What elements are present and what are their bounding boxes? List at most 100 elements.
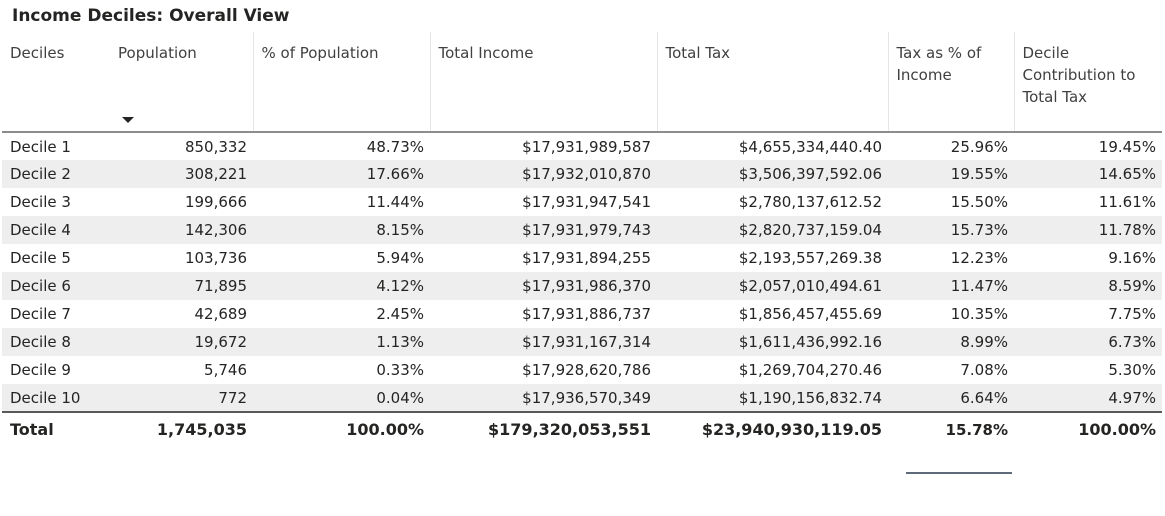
cell-underline [906, 472, 1012, 474]
cell-population: 308,221 [110, 160, 253, 188]
cell-decile-contribution: 14.65% [1014, 160, 1162, 188]
table-row[interactable]: Decile 10 772 0.04% $17,936,570,349 $1,190,1… [2, 384, 1162, 412]
table-row[interactable]: Decile 6 71,895 4.12% $17,931,986,370 $2,057… [2, 272, 1162, 300]
table-row[interactable]: Decile 9 5,746 0.33% $17,928,620,786 $1,269,… [2, 356, 1162, 384]
cell-tax-percent-income: 6.64% [888, 384, 1014, 412]
cell-total-tax: $2,820,737,159.04 [657, 216, 888, 244]
cell-decile: Decile 6 [2, 272, 110, 300]
column-header-label: Decile Contribution to Total Tax [1022, 44, 1136, 106]
column-header-label: Total Income [438, 44, 534, 62]
cell-total-tax: $1,856,457,455.69 [738, 305, 882, 323]
cell-total-tax: $1,269,704,270.46 [738, 361, 882, 379]
cell-tax-percent-income: 8.99% [888, 328, 1014, 356]
cell-total-income: $17,936,570,349 [430, 384, 657, 412]
table-row[interactable]: Decile 2 308,221 17.66% $17,932,010,870 $3,5… [2, 160, 1162, 188]
cell-percent-population: 48.73% [366, 137, 424, 156]
cell-population: 103,736 [184, 249, 247, 267]
cell-percent-population: 1.13% [253, 328, 430, 356]
column-header-label: Tax as % of Income [896, 44, 982, 84]
column-header-percent-population[interactable]: % of Population [252, 32, 430, 133]
column-header-total-tax[interactable]: Total Tax [656, 32, 888, 133]
cell-total-income: $17,931,979,743 [430, 216, 657, 244]
cell-tax-percent-income: 15.50% [950, 193, 1008, 211]
deciles-table: Deciles Population % of Population Total… [2, 32, 1162, 446]
cell-tax-percent-income: 19.55% [888, 160, 1014, 188]
cell-total-income: $17,931,886,737 [522, 305, 651, 323]
cell-tax-percent-income: 15.73% [888, 216, 1014, 244]
cell-decile-contribution: 8.59% [1014, 272, 1162, 300]
cell-decile: Decile 4 [2, 216, 110, 244]
table-row[interactable]: Decile 8 19,672 1.13% $17,931,167,314 $1,611… [2, 328, 1162, 356]
cell-population: 772 [110, 384, 253, 412]
cell-total-tax: $3,506,397,592.06 [657, 160, 888, 188]
column-header-tax-percent-income[interactable]: Tax as % of Income [887, 32, 1014, 133]
total-decile-contribution: 100.00% [1014, 411, 1162, 446]
cell-total-income: $17,931,947,541 [522, 193, 651, 211]
cell-total-income: $17,928,620,786 [522, 361, 651, 379]
column-header-label: % of Population [261, 44, 379, 62]
table-row[interactable]: Decile 5 103,736 5.94% $17,931,894,255 $2,19… [2, 244, 1162, 272]
cell-decile-contribution: 9.16% [1108, 249, 1156, 267]
cell-population: 42,689 [194, 305, 248, 323]
cell-decile: Decile 7 [10, 305, 71, 323]
cell-total-tax: $4,655,334,440.40 [738, 137, 882, 156]
cell-percent-population: 8.15% [253, 216, 430, 244]
cell-population: 5,746 [204, 361, 247, 379]
cell-decile-contribution: 19.45% [1098, 137, 1156, 156]
cell-decile-contribution: 6.73% [1014, 328, 1162, 356]
column-header-population[interactable]: Population [110, 32, 253, 133]
cell-decile: Decile 3 [10, 193, 71, 211]
cell-decile-contribution: 5.30% [1108, 361, 1156, 379]
table-row[interactable]: Decile 3 199,666 11.44% $17,931,947,541 $2,7… [2, 188, 1162, 216]
cell-tax-percent-income: 7.08% [960, 361, 1008, 379]
cell-decile-contribution: 4.97% [1014, 384, 1162, 412]
cell-percent-population: 2.45% [376, 305, 424, 323]
cell-decile: Decile 2 [2, 160, 110, 188]
visual-title: Income Deciles: Overall View [12, 6, 290, 26]
cell-tax-percent-income: 11.47% [888, 272, 1014, 300]
cell-population: 142,306 [110, 216, 253, 244]
cell-decile: Decile 1 [10, 137, 71, 156]
cell-total-income: $17,931,989,587 [522, 137, 651, 156]
total-percent-population: 100.00% [253, 411, 430, 446]
cell-total-income: $17,931,894,255 [522, 249, 651, 267]
total-income: $179,320,053,551 [430, 411, 657, 446]
cell-total-tax: $1,611,436,992.16 [657, 328, 888, 356]
cell-percent-population: 0.04% [253, 384, 430, 412]
table-row[interactable]: Decile 7 42,689 2.45% $17,931,886,737 $1,856… [2, 300, 1162, 328]
cell-decile-contribution: 7.75% [1108, 305, 1156, 323]
total-tax: $23,940,930,119.05 [657, 411, 888, 446]
cell-decile: Decile 10 [2, 384, 110, 412]
cell-tax-percent-income: 25.96% [950, 137, 1008, 156]
total-row: Total 1,745,035 100.00% $179,320,053,551… [2, 411, 1162, 446]
cell-percent-population: 0.33% [376, 361, 424, 379]
header-row: Deciles Population % of Population Total… [2, 32, 1162, 133]
column-header-decile-contribution[interactable]: Decile Contribution to Total Tax [1013, 32, 1162, 133]
column-header-label: Total Tax [665, 44, 731, 62]
cell-decile: Decile 9 [10, 361, 71, 379]
cell-percent-population: 5.94% [376, 249, 424, 267]
column-header-total-income[interactable]: Total Income [429, 32, 657, 133]
cell-tax-percent-income: 10.35% [950, 305, 1008, 323]
table-body: Decile 1 850,332 48.73% $17,931,989,587 $4,6… [2, 132, 1162, 412]
total-label: Total [2, 411, 110, 446]
sort-descending-icon[interactable] [122, 117, 134, 123]
column-header-label: Deciles [10, 44, 65, 62]
column-header-deciles[interactable]: Deciles [2, 32, 110, 133]
cell-total-income: $17,931,986,370 [430, 272, 657, 300]
cell-total-income: $17,932,010,870 [430, 160, 657, 188]
cell-decile-contribution: 11.78% [1014, 216, 1162, 244]
cell-percent-population: 11.44% [366, 193, 424, 211]
cell-total-tax: $1,190,156,832.74 [657, 384, 888, 412]
table-row[interactable]: Decile 4 142,306 8.15% $17,931,979,743 $2,82… [2, 216, 1162, 244]
cell-tax-percent-income: 12.23% [950, 249, 1008, 267]
cell-total-tax: $2,193,557,269.38 [738, 249, 882, 267]
total-tax-percent-income: 15.78% [888, 411, 1014, 446]
table-row[interactable]: Decile 1 850,332 48.73% $17,931,989,587 $4,6… [2, 132, 1162, 160]
cell-decile: Decile 5 [10, 249, 71, 267]
column-header-label: Population [118, 44, 197, 62]
cell-decile: Decile 8 [2, 328, 110, 356]
cell-total-tax: $2,057,010,494.61 [657, 272, 888, 300]
cell-total-tax: $2,780,137,612.52 [738, 193, 882, 211]
